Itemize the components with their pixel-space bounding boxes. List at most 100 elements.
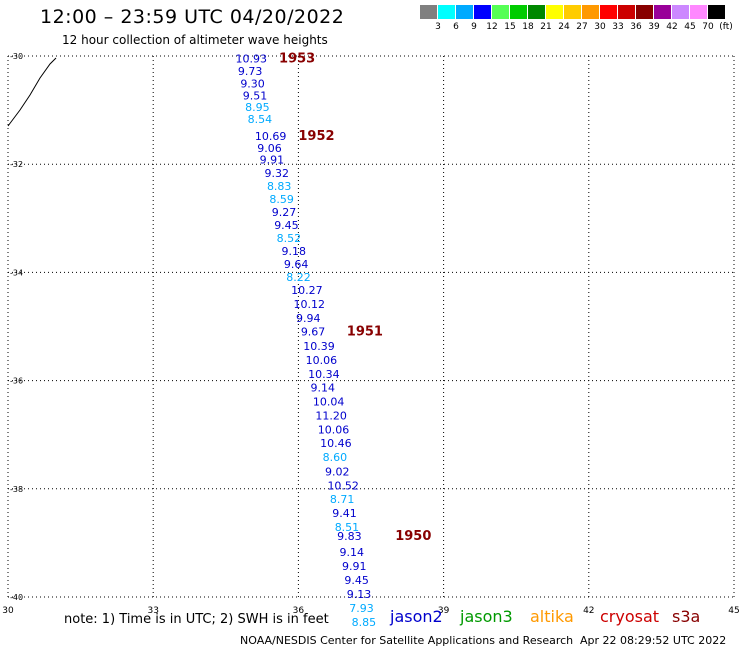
satellite-s3a: s3a [672,607,701,626]
scale-label: 70 [702,22,714,32]
scale-label: 6 [453,22,459,32]
scale-swatch [654,5,671,19]
swh-point: 10.06 [306,354,338,367]
scale-swatch [510,5,527,19]
scale-label: 3 [435,22,441,32]
swh-point: 8.52 [277,232,302,245]
scale-label: 21 [540,22,552,32]
scale-label: 30 [594,22,606,32]
swh-point: 9.91 [260,154,285,167]
scale-swatch [708,5,725,19]
swh-point: 8.71 [330,493,355,506]
scale-label: (ft) [719,22,733,32]
swh-point: 9.06 [257,142,282,155]
swh-point: 9.02 [325,465,350,478]
satellite-altika: altika [530,607,574,626]
time-label: 1952 [298,129,334,144]
y-tick-label: -36 [10,377,23,386]
scale-swatch [564,5,581,19]
swh-point: 8.83 [267,180,292,193]
swh-point: 9.14 [311,381,336,394]
scale-swatch [438,5,455,19]
x-tick-label: 39 [438,606,450,616]
swh-point: 10.04 [313,395,345,408]
chart-subtitle: 12 hour collection of altimeter wave hei… [62,33,328,47]
swh-point: 10.69 [255,130,287,143]
time-label: 1953 [279,51,315,66]
swh-point: 8.54 [248,113,273,126]
y-tick-label: -34 [10,268,23,277]
scale-label: 9 [471,22,477,32]
swh-point: 11.20 [315,410,347,423]
swh-point: 7.93 [349,602,374,615]
swh-point: 9.73 [238,65,263,78]
scale-label: 39 [648,22,660,32]
x-tick-label: 45 [728,606,739,616]
scale-swatch [582,5,599,19]
swh-point: 10.06 [318,424,350,437]
scale-label: 45 [684,22,696,32]
swh-point: 10.34 [308,368,340,381]
scale-label: 42 [666,22,678,32]
swh-point: 9.91 [342,560,367,573]
x-tick-label: 42 [583,606,594,616]
timestamp-text: Apr 22 08:29:52 UTC 2022 [580,634,727,647]
scale-swatch [528,5,545,19]
x-tick-label: 33 [147,606,158,616]
scale-swatch [600,5,617,19]
scale-swatch [420,5,437,19]
swh-point: 10.12 [294,298,326,311]
swh-point: 9.83 [337,530,362,543]
swh-point: 9.64 [284,258,309,271]
swh-point: 8.95 [245,101,270,114]
y-tick-label: -32 [10,160,23,169]
scale-swatch [546,5,563,19]
satellite-jason2: jason2 [390,607,443,626]
swh-point: 9.32 [265,167,290,180]
scale-label: 18 [522,22,534,32]
swh-point: 10.27 [291,284,323,297]
swh-point: 8.85 [352,616,377,629]
credit-text: NOAA/NESDIS Center for Satellite Applica… [240,634,574,647]
swh-point: 9.51 [243,89,267,102]
swh-point: 9.27 [272,206,297,219]
scale-swatch [618,5,635,19]
swh-point: 8.60 [323,451,348,464]
scale-swatch [636,5,653,19]
swh-point: 8.22 [286,271,311,284]
swh-point: 9.18 [281,245,306,258]
scale-label: 12 [486,22,498,32]
swh-point: 9.14 [340,546,365,559]
swh-point: 9.30 [240,77,265,90]
swh-point: 9.41 [332,507,357,520]
swh-point: 10.39 [303,340,335,353]
scale-swatch [672,5,689,19]
swh-point: 9.45 [274,219,299,232]
scale-swatch [492,5,509,19]
swh-point: 9.94 [296,312,321,325]
swh-point: 9.13 [347,588,372,601]
coastline [7,57,57,127]
footnote: note: 1) Time is in UTC; 2) SWH is in fe… [64,612,329,627]
scale-label: 27 [576,22,588,32]
y-tick-label: -38 [10,485,23,494]
chart-title: 12:00 – 23:59 UTC 04/20/2022 [40,6,345,28]
swh-point: 10.52 [327,479,359,492]
y-tick-label: -40 [10,593,23,602]
scale-label: 36 [630,22,642,32]
satellite-cryosat: cryosat [600,607,660,626]
x-tick-label: 36 [293,606,305,616]
scale-label: 24 [558,22,570,32]
swh-point: 10.46 [320,437,352,450]
scale-swatch [474,5,491,19]
swh-point: 10.93 [235,52,266,65]
scale-swatch [456,5,473,19]
y-tick-label: -30 [10,52,23,61]
time-label: 1950 [395,529,431,544]
swh-point: 9.67 [301,326,326,339]
scale-label: 15 [504,22,516,32]
swh-point: 8.51 [335,521,360,534]
swh-point: 9.45 [344,574,369,587]
scale-swatch [690,5,707,19]
